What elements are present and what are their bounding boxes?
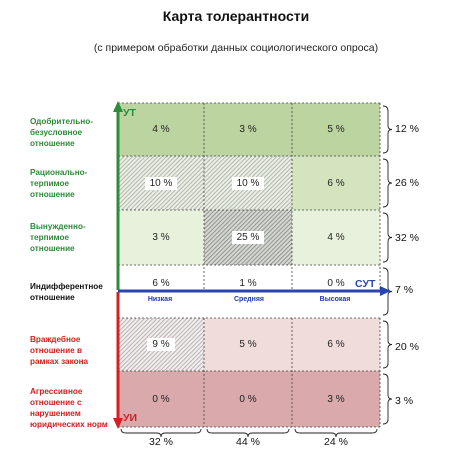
level-low: Низкая — [147, 296, 173, 303]
cell-fill-3-0 — [118, 265, 204, 291]
cell-0-0: 4 % — [152, 124, 170, 135]
cell-5-1: 0 % — [239, 393, 257, 405]
row-total-forced: 32 % — [395, 232, 419, 244]
vertical-axis-up-arrow — [113, 101, 123, 112]
cell-2-2: 4 % — [327, 232, 345, 243]
axis-label-sut: СУТ — [355, 278, 376, 290]
cell-3-1: 1 % — [239, 278, 257, 289]
row-brace-5 — [382, 373, 393, 425]
column-total-braces — [120, 428, 378, 438]
axis-label-ut: УТ — [123, 107, 136, 119]
cell-fill-4-1 — [204, 318, 292, 371]
cell-2-1: 25 % — [204, 210, 292, 265]
cell-5-2: 3 % — [327, 393, 345, 405]
cell-0-1: 3 % — [239, 124, 257, 135]
cell-fill-3-2 — [292, 265, 380, 291]
cell-fill-4-2 — [292, 318, 380, 371]
column-total-medium: 44 % — [236, 436, 260, 448]
level-medium: Средняя — [233, 296, 265, 303]
cell-5-0: 0 % — [152, 393, 170, 405]
row-total-braces — [382, 105, 393, 425]
cell-4-2: 6 % — [327, 339, 345, 350]
cell-2-0: 3 % — [152, 232, 170, 243]
cell-fill-5-0 — [118, 371, 204, 427]
row-brace-2 — [382, 212, 393, 263]
row-brace-3 — [382, 267, 393, 316]
cell-0-2: 5 % — [327, 124, 345, 135]
axis-label-ui: УИ — [123, 412, 138, 424]
row-label-indifferent: Индифферентное отношение — [30, 282, 103, 302]
cell-fill-5-1 — [204, 371, 292, 427]
row-total-aggressive: 3 % — [395, 395, 414, 407]
cell-1-1: 10 % — [204, 156, 292, 210]
cell-fill-3-1 — [204, 265, 292, 291]
column-total-low: 32 % — [149, 436, 173, 448]
column-brace-2 — [294, 428, 378, 438]
cell-fill-2-2 — [292, 210, 380, 265]
row-total-hostile: 20 % — [395, 341, 419, 353]
cell-1-0: 10 % — [118, 156, 204, 210]
cell-fill-1-2 — [292, 156, 380, 210]
row-total-approving: 12 % — [395, 123, 419, 135]
cell-fill-0-1 — [204, 103, 292, 156]
column-brace-1 — [206, 428, 290, 438]
row-label-rational: Рационально-терпимое отношение — [30, 168, 88, 199]
column-brace-0 — [120, 428, 202, 438]
level-high: Высокая — [319, 296, 351, 303]
cell-fill-0-2 — [292, 103, 380, 156]
row-total-indifferent: 7 % — [395, 284, 414, 296]
row-brace-4 — [382, 320, 393, 369]
column-total-high: 24 % — [324, 436, 348, 448]
vertical-axis-down-arrow — [113, 418, 123, 429]
chart-subtitle: (с примером обработки данных социологиче… — [93, 42, 379, 54]
row-total-rational: 26 % — [395, 177, 419, 189]
row-brace-0 — [382, 105, 393, 154]
row-label-aggressive: Агрессивное отношение с нарушением юриди… — [30, 387, 108, 429]
cell-4-1: 5 % — [239, 339, 257, 350]
row-label-forced: Вынужденно-терпимое отношение — [30, 222, 86, 253]
cell-4-0: 9 % — [118, 318, 204, 371]
cell-3-2: 0 % — [327, 278, 345, 289]
grid-lines — [118, 102, 381, 428]
cell-fill-5-2 — [292, 371, 380, 427]
chart-title: Карта толерантности — [162, 8, 310, 24]
cell-3-0: 6 % — [152, 278, 170, 289]
cell-fill-0-0 — [118, 103, 204, 156]
cell-1-2: 6 % — [327, 177, 345, 189]
row-brace-1 — [382, 158, 393, 208]
horizontal-axis-arrow — [380, 286, 391, 296]
cell-fill-2-0 — [118, 210, 204, 265]
row-label-hostile: Враждебное отношение в рамках закона — [30, 335, 89, 366]
row-label-approving: Одобрительно-безусловное отношение — [30, 117, 93, 148]
